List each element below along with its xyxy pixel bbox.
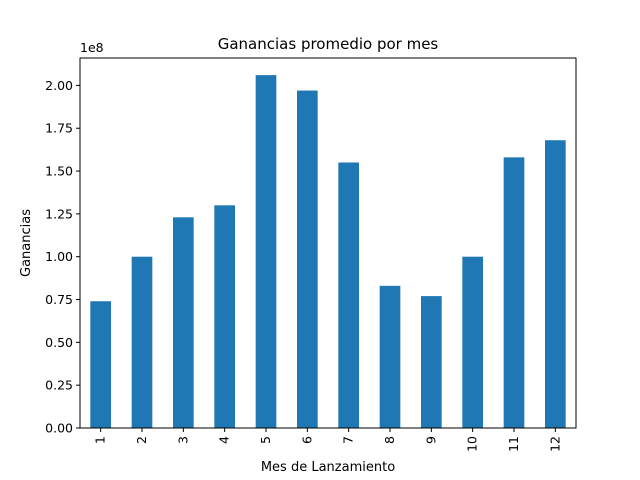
y-tick-label: 1.25 — [45, 206, 73, 221]
bar-month-7 — [338, 162, 359, 429]
bar-month-9 — [421, 296, 442, 428]
plot-frame — [79, 57, 577, 429]
y-tick-label: 1.00 — [45, 249, 73, 264]
y-axis-label: Ganancias — [19, 209, 34, 277]
x-tick-label: 1 — [93, 436, 108, 444]
x-tick-label: 10 — [465, 436, 480, 452]
y-tick-label: 1.50 — [45, 164, 73, 179]
x-tick-label: 6 — [299, 436, 314, 444]
y-tick-label: 0.25 — [45, 378, 73, 393]
x-axis-label: Mes de Lanzamiento — [261, 460, 395, 475]
x-tick-label: 4 — [217, 436, 232, 444]
y-axis: 0.00 0.25 0.50 0.75 1.00 1.25 1.50 1.75 2.00 — [45, 78, 80, 436]
x-tick-label: 9 — [423, 436, 438, 444]
bar-month-3 — [173, 217, 194, 428]
x-tick-label: 2 — [134, 436, 149, 444]
bar-month-6 — [297, 90, 318, 428]
y-tick-label: 1.75 — [45, 121, 73, 136]
bar-month-5 — [255, 75, 277, 428]
bar-month-4 — [214, 205, 235, 428]
y-tick-label: 0.50 — [45, 335, 73, 350]
y-tick-label: 0.00 — [45, 421, 73, 436]
x-tick-label: 3 — [175, 436, 190, 444]
bar-month-12 — [545, 140, 566, 428]
chart-title: Ganancias promedio por mes — [218, 35, 439, 53]
y-tick-label: 2.00 — [45, 78, 73, 93]
x-tick-label: 8 — [382, 436, 397, 444]
bar-month-8 — [379, 285, 401, 428]
x-axis: 1 2 3 4 5 6 7 8 9 10 11 12 — [93, 428, 562, 452]
bar-month-11 — [503, 157, 525, 428]
bars-group — [90, 75, 566, 429]
bar-month-2 — [131, 256, 153, 428]
bar-month-1 — [90, 301, 111, 428]
y-tick-label: 0.75 — [45, 292, 73, 307]
y-offset-label: 1e8 — [80, 40, 104, 55]
bar-month-10 — [462, 256, 483, 428]
x-tick-label: 12 — [547, 436, 562, 452]
x-tick-label: 5 — [258, 436, 273, 444]
x-tick-label: 7 — [341, 436, 356, 444]
x-tick-label: 11 — [506, 436, 521, 452]
